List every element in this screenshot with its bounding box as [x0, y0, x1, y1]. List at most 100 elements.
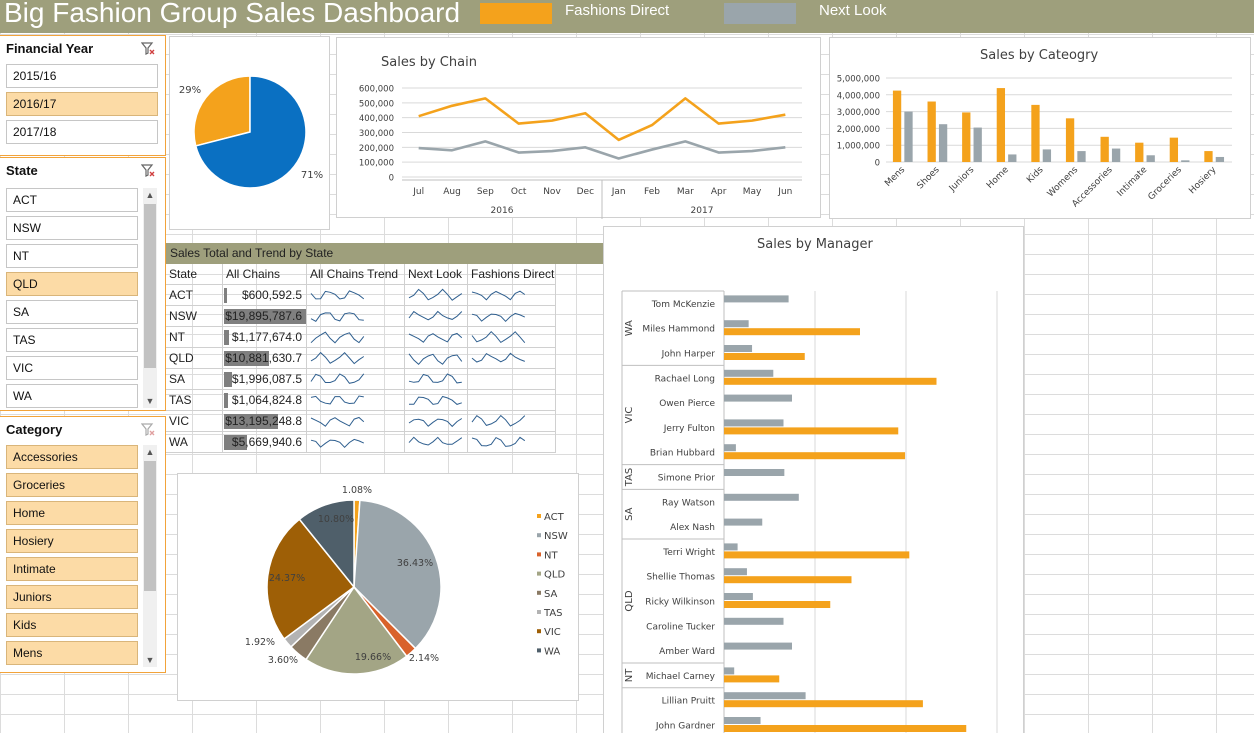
bar	[1008, 154, 1017, 162]
next-look-cell	[405, 432, 468, 453]
slicer-item-vic[interactable]: VIC	[6, 356, 138, 380]
pie-slice	[353, 499, 442, 650]
pie-data-label: 19.66%	[355, 652, 391, 663]
fashions-direct-cell	[468, 306, 556, 327]
scroll-up-icon[interactable]: ▲	[145, 447, 155, 457]
bar	[1135, 142, 1144, 162]
scroll-thumb[interactable]	[144, 204, 156, 368]
pie-slice	[304, 585, 408, 675]
sparkline	[408, 353, 463, 366]
bar	[1204, 151, 1213, 162]
bar	[724, 369, 774, 377]
y-tick-label: 100,000	[359, 159, 394, 169]
sparkline-path	[310, 351, 365, 365]
slicer-item-tas[interactable]: TAS	[6, 328, 138, 352]
dashboard-header: Big Fashion Group Sales Dashboard Fashio…	[0, 0, 1254, 33]
trend-cell	[307, 390, 405, 411]
state-share-pie-chart: 1.08% 36.43% 2.14% 19.66% 3.60% 1.92% 24.37% 10…	[177, 473, 579, 701]
chart-title-sales-by-manager: Sales by Manager	[757, 237, 873, 252]
bar	[724, 576, 852, 584]
state-share-pie-svg: 1.08% 36.43% 2.14% 19.66% 3.60% 1.92% 24.37% 10…	[245, 485, 568, 675]
slicer-item-nsw[interactable]: NSW	[6, 216, 138, 240]
pie-slice	[266, 518, 356, 640]
x-tick-label: Feb	[644, 187, 660, 197]
slicer-item-kids[interactable]: Kids	[6, 613, 138, 637]
slicer-item-qld[interactable]: QLD	[6, 272, 138, 296]
y-tick-label: 0	[389, 174, 394, 184]
sparkline	[408, 395, 462, 405]
x-tick-label: Mar	[677, 187, 694, 197]
next-look-cell	[405, 327, 468, 348]
slicer-item-intimate[interactable]: Intimate	[6, 557, 138, 581]
slicer-item-mens[interactable]: Mens	[6, 641, 138, 665]
slicer-item-juniors[interactable]: Juniors	[6, 585, 138, 609]
scroll-down-icon[interactable]: ▼	[145, 655, 155, 665]
pie-data-label: 10.80%	[318, 514, 354, 525]
slicer-category-scrollbar[interactable]: ▲ ▼	[143, 445, 157, 667]
next-look-cell	[405, 306, 468, 327]
slicer-item-act[interactable]: ACT	[6, 188, 138, 212]
group-label: WA	[624, 320, 635, 336]
trend-cell	[307, 285, 405, 306]
slicer-item-groceries[interactable]: Groceries	[6, 473, 138, 497]
slicer-state-scrollbar[interactable]: ▲ ▼	[143, 188, 157, 408]
bar	[724, 444, 736, 452]
y-tick-label: Rachael Long	[655, 374, 715, 384]
bar	[724, 353, 805, 360]
bar	[724, 493, 799, 501]
bar	[724, 419, 784, 427]
fashions-direct-cell	[468, 390, 556, 411]
legend-marker	[537, 629, 541, 634]
all-chains-cell: $1,177,674.0	[223, 327, 307, 348]
slicer-item-2017-18[interactable]: 2017/18	[6, 120, 158, 144]
x-tick-label: Jun	[777, 187, 792, 197]
scroll-up-icon[interactable]: ▲	[145, 190, 155, 200]
sparkline	[471, 414, 526, 427]
sparkline-path	[310, 416, 365, 427]
sparkline	[408, 373, 462, 384]
pie-data-label: 36.43%	[397, 558, 433, 569]
slicer-item-hosiery[interactable]: Hosiery	[6, 529, 138, 553]
sparkline	[310, 312, 364, 322]
slicer-item-wa[interactable]: WA	[6, 384, 138, 408]
table-row: TAS $1,064,824.8	[166, 390, 556, 411]
bar	[1077, 151, 1086, 162]
y-tick-label: Ray Watson	[662, 498, 715, 508]
group-label: TAS	[624, 468, 635, 488]
slicer-item-home[interactable]: Home	[6, 501, 138, 525]
bar	[724, 469, 785, 476]
fashions-direct-cell	[468, 432, 556, 453]
scroll-thumb[interactable]	[144, 461, 156, 591]
column-header: Next Look	[405, 264, 468, 285]
slicer-item-accessories[interactable]: Accessories	[6, 445, 138, 469]
slicer-item-sa[interactable]: SA	[6, 300, 138, 324]
sparkline-path	[310, 395, 364, 405]
y-tick-label: Alex Nash	[670, 523, 715, 533]
y-tick-label: Brian Hubbard	[650, 449, 715, 459]
bar	[724, 518, 763, 526]
sparkline	[310, 373, 365, 384]
sparkline	[471, 436, 526, 447]
fashions-direct-cell	[468, 411, 556, 432]
legend-label-next-look: Next Look	[819, 2, 887, 19]
clear-filter-icon[interactable]	[141, 42, 155, 55]
slicer-item-2015-16[interactable]: 2015/16	[6, 64, 158, 88]
bar	[724, 295, 789, 303]
slicer-item-2016-17[interactable]: 2016/17	[6, 92, 158, 116]
sales-by-chain-svg: 600,000 500,000 400,000 300,000 200,000 100,0…	[359, 85, 802, 219]
bar	[724, 328, 860, 336]
bar	[724, 452, 906, 460]
all-chains-value: $5,669,940.6	[231, 435, 302, 449]
y-tick-label: Shellie Thomas	[646, 573, 715, 583]
clear-filter-icon[interactable]	[141, 164, 155, 177]
all-chains-value: $1,996,087.5	[231, 372, 302, 386]
data-bar	[224, 351, 269, 366]
column-header: Fashions Direct	[468, 264, 556, 285]
sparkline	[408, 310, 463, 321]
slicer-item-nt[interactable]: NT	[6, 244, 138, 268]
table-row: QLD $10,881,630.7	[166, 348, 556, 369]
y-tick-label: Lillian Pruitt	[662, 697, 716, 707]
clear-filter-icon[interactable]	[141, 423, 155, 436]
scroll-down-icon[interactable]: ▼	[145, 396, 155, 406]
legend-marker	[537, 610, 541, 614]
